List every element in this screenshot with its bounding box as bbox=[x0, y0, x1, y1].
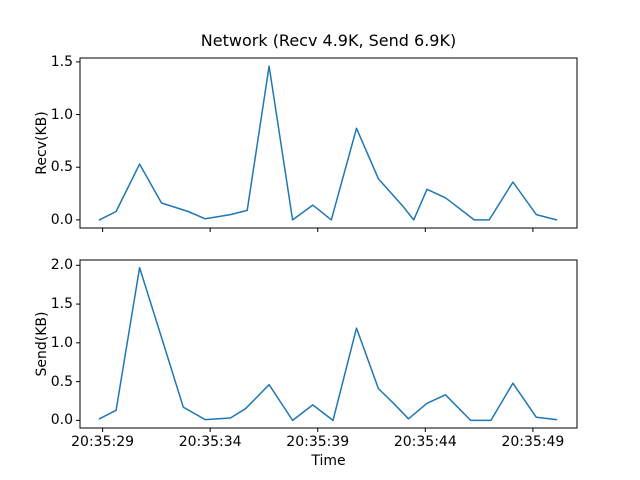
x-tick-label: 20:35:29 bbox=[71, 434, 135, 450]
send-axes-border bbox=[79, 259, 578, 429]
recv-y-tick-label: 0.5 bbox=[50, 159, 73, 176]
send-line bbox=[98, 266, 558, 422]
send-y-tick-label: 2.0 bbox=[50, 257, 73, 274]
recv-subplot bbox=[76, 57, 578, 232]
x-tick-label: 20:35:49 bbox=[501, 434, 565, 450]
recv-y-tick-label: 1.5 bbox=[50, 53, 73, 70]
recv-axes-border bbox=[79, 57, 578, 229]
recv-y-tick-label: 1.0 bbox=[50, 106, 73, 123]
send-subplot bbox=[76, 259, 578, 432]
send-y-tick-label: 1.0 bbox=[50, 334, 73, 351]
recv-y-tick-label: 0.0 bbox=[50, 211, 73, 228]
x-tick-label: 20:35:44 bbox=[393, 434, 457, 450]
x-axis-label: Time bbox=[311, 453, 346, 469]
send-y-tick-label: 0.5 bbox=[50, 373, 73, 390]
x-tick-label: 20:35:34 bbox=[178, 434, 242, 450]
x-tick-label: 20:35:39 bbox=[286, 434, 350, 450]
send-y-tick-label: 0.0 bbox=[50, 412, 73, 429]
recv-line bbox=[98, 65, 558, 221]
send-y-tick-label: 1.5 bbox=[50, 296, 73, 313]
chart-title: Network (Recv 4.9K, Send 6.9K) bbox=[200, 31, 457, 50]
